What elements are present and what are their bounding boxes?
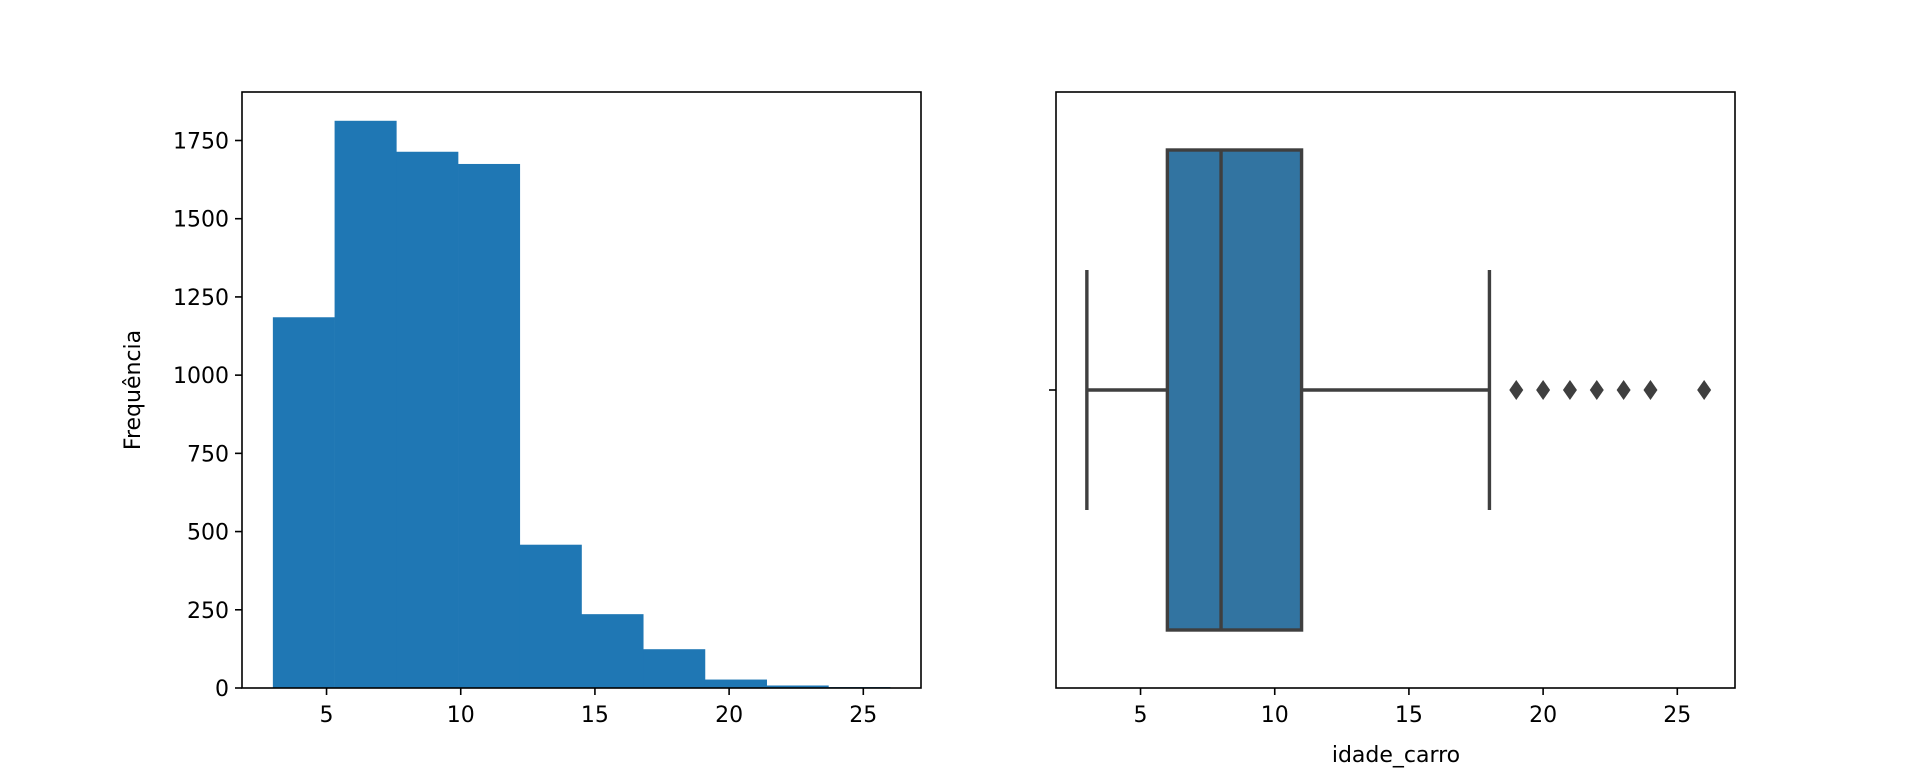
boxplot-x-axis-label: idade_carro: [1332, 743, 1460, 768]
histogram-bar: [643, 649, 706, 688]
histogram-x-tick-label: 20: [715, 703, 743, 728]
outlier-point: [1509, 380, 1524, 400]
outlier-point: [1697, 380, 1712, 400]
boxplot-x-ticks: 5 10 15 20 25: [1134, 688, 1691, 728]
boxplot-x-tick-label: 5: [1134, 703, 1148, 728]
histogram-y-tick-label: 1000: [173, 364, 229, 389]
histogram-x-tick-label: 5: [320, 703, 334, 728]
boxplot-x-tick-label: 15: [1395, 703, 1423, 728]
histogram-y-ticks: 0 250 500 750 1000 1250 1500 1750: [173, 129, 242, 702]
iqr-box: [1165, 148, 1304, 632]
histogram-bar: [519, 544, 582, 688]
histogram-y-tick-label: 1500: [173, 208, 229, 233]
histogram-panel: 5 10 15 20 25 0 250 500 750 1000 1250 1500 1750 Fre…: [121, 91, 922, 728]
boxplot-axes-frame: [1055, 91, 1736, 689]
histogram-y-axis-label: Frequência: [121, 330, 146, 450]
boxplot-x-tick-label: 20: [1529, 703, 1557, 728]
histogram-x-tick-label: 15: [581, 703, 609, 728]
histogram-y-tick-label: 0: [215, 677, 229, 702]
outlier-point: [1589, 380, 1604, 400]
outlier-point: [1536, 380, 1551, 400]
histogram-x-tick-label: 25: [849, 703, 877, 728]
histogram-bar: [396, 151, 459, 689]
histogram-x-tick-label: 10: [447, 703, 475, 728]
histogram-bar: [581, 614, 644, 688]
histogram-bar: [458, 163, 521, 688]
histogram-y-tick-label: 1750: [173, 129, 229, 154]
histogram-x-ticks: 5 10 15 20 25: [320, 688, 877, 728]
histogram-y-tick-label: 250: [187, 599, 229, 624]
histogram-y-tick-label: 750: [187, 442, 229, 467]
boxplot-marks: [1085, 148, 1712, 632]
histogram-bars: [272, 120, 891, 689]
histogram-axes-frame: [241, 91, 922, 689]
histogram-bar: [272, 317, 335, 688]
histogram-y-tick-label: 500: [187, 521, 229, 546]
outlier-point: [1643, 380, 1658, 400]
boxplot-x-tick-label: 25: [1663, 703, 1691, 728]
outlier-point: [1562, 380, 1577, 400]
boxplot-panel: 5 10 15 20 25 idade_carro: [1049, 91, 1736, 768]
outlier-point: [1616, 380, 1631, 400]
histogram-y-tick-label: 1250: [173, 286, 229, 311]
histogram-bar: [766, 685, 829, 688]
histogram-bar: [334, 120, 397, 688]
histogram-bar: [704, 679, 767, 688]
boxplot-x-tick-label: 10: [1261, 703, 1289, 728]
